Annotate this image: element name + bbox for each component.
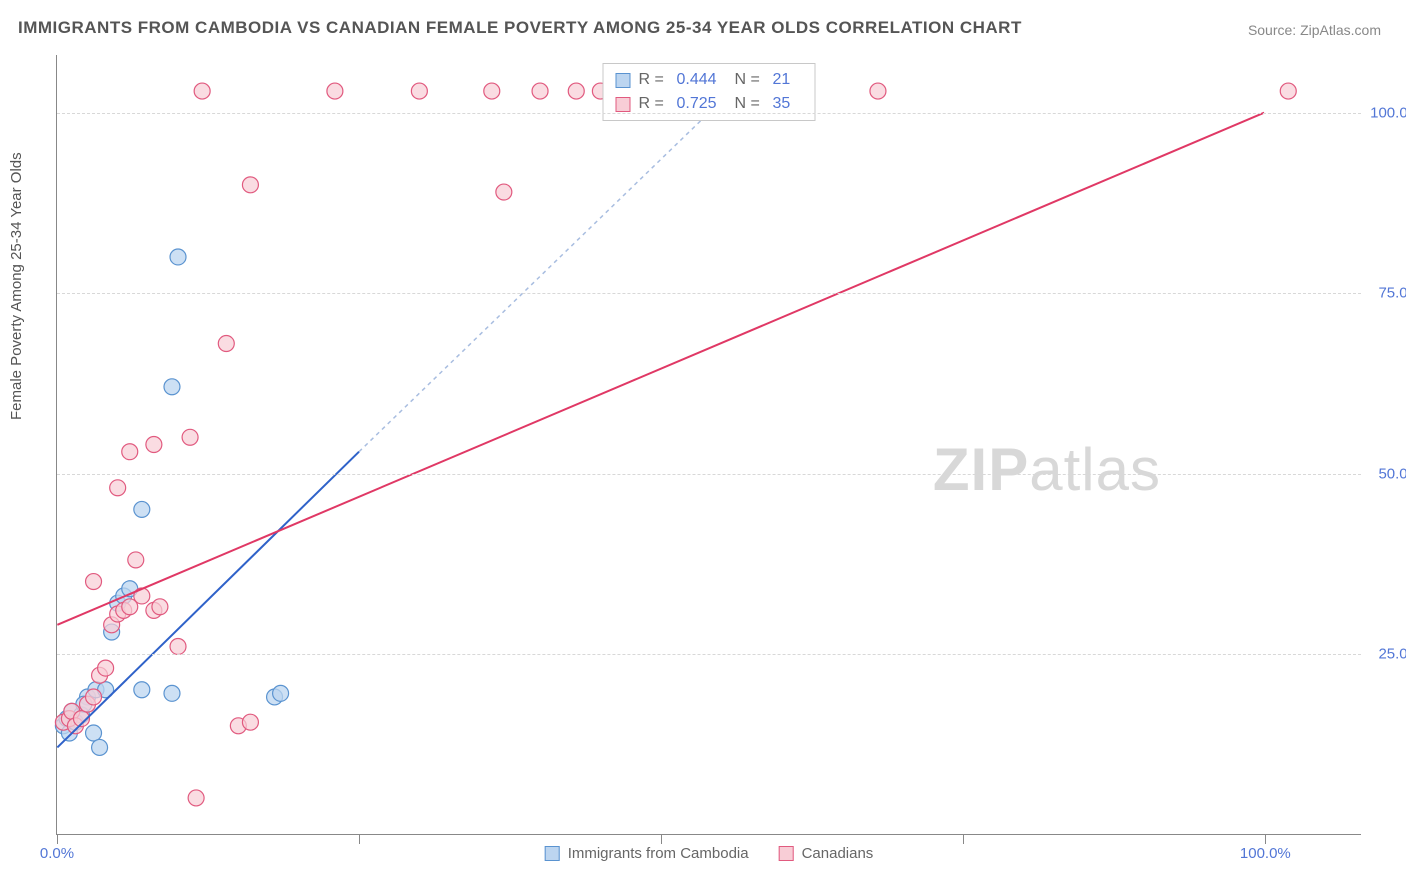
legend-swatch — [779, 846, 794, 861]
x-tick — [359, 834, 360, 844]
plot-area: ZIPatlas R =0.444N =21R =0.725N =35 Immi… — [56, 55, 1361, 835]
legend-n-label: N = — [735, 68, 765, 92]
y-tick-label: 50.0% — [1378, 465, 1406, 482]
x-tick — [57, 834, 58, 844]
legend-item: Immigrants from Cambodia — [545, 845, 749, 862]
chart-title: IMMIGRANTS FROM CAMBODIA VS CANADIAN FEM… — [18, 18, 1022, 38]
legend-swatch — [616, 97, 631, 112]
gridline-h — [57, 474, 1361, 475]
y-axis-label: Female Poverty Among 25-34 Year Olds — [8, 152, 25, 420]
gridline-h — [57, 654, 1361, 655]
legend-label: Immigrants from Cambodia — [568, 845, 749, 862]
legend-row: R = 0.444 N = 21 — [616, 68, 803, 92]
x-tick — [1265, 834, 1266, 844]
gridline-h — [57, 113, 1361, 114]
legend-item: Canadians — [779, 845, 874, 862]
legend-n-value: 21 — [773, 68, 803, 92]
gridline-h — [57, 293, 1361, 294]
chart-source: Source: ZipAtlas.com — [1248, 22, 1381, 38]
legend-r-label: R = — [639, 68, 669, 92]
x-tick — [661, 834, 662, 844]
legend-swatch — [545, 846, 560, 861]
x-tick-label: 0.0% — [40, 845, 74, 862]
x-tick-label: 100.0% — [1240, 845, 1291, 862]
plot-svg — [57, 55, 1361, 834]
y-tick-label: 25.0% — [1378, 646, 1406, 663]
series-legend: Immigrants from Cambodia Canadians — [545, 845, 874, 862]
y-tick-label: 75.0% — [1378, 285, 1406, 302]
x-tick — [963, 834, 964, 844]
legend-swatch — [616, 73, 631, 88]
legend-label: Canadians — [802, 845, 874, 862]
chart-container: IMMIGRANTS FROM CAMBODIA VS CANADIAN FEM… — [0, 0, 1406, 892]
legend-r-value: 0.444 — [677, 68, 727, 92]
y-tick-label: 100.0% — [1370, 104, 1406, 121]
